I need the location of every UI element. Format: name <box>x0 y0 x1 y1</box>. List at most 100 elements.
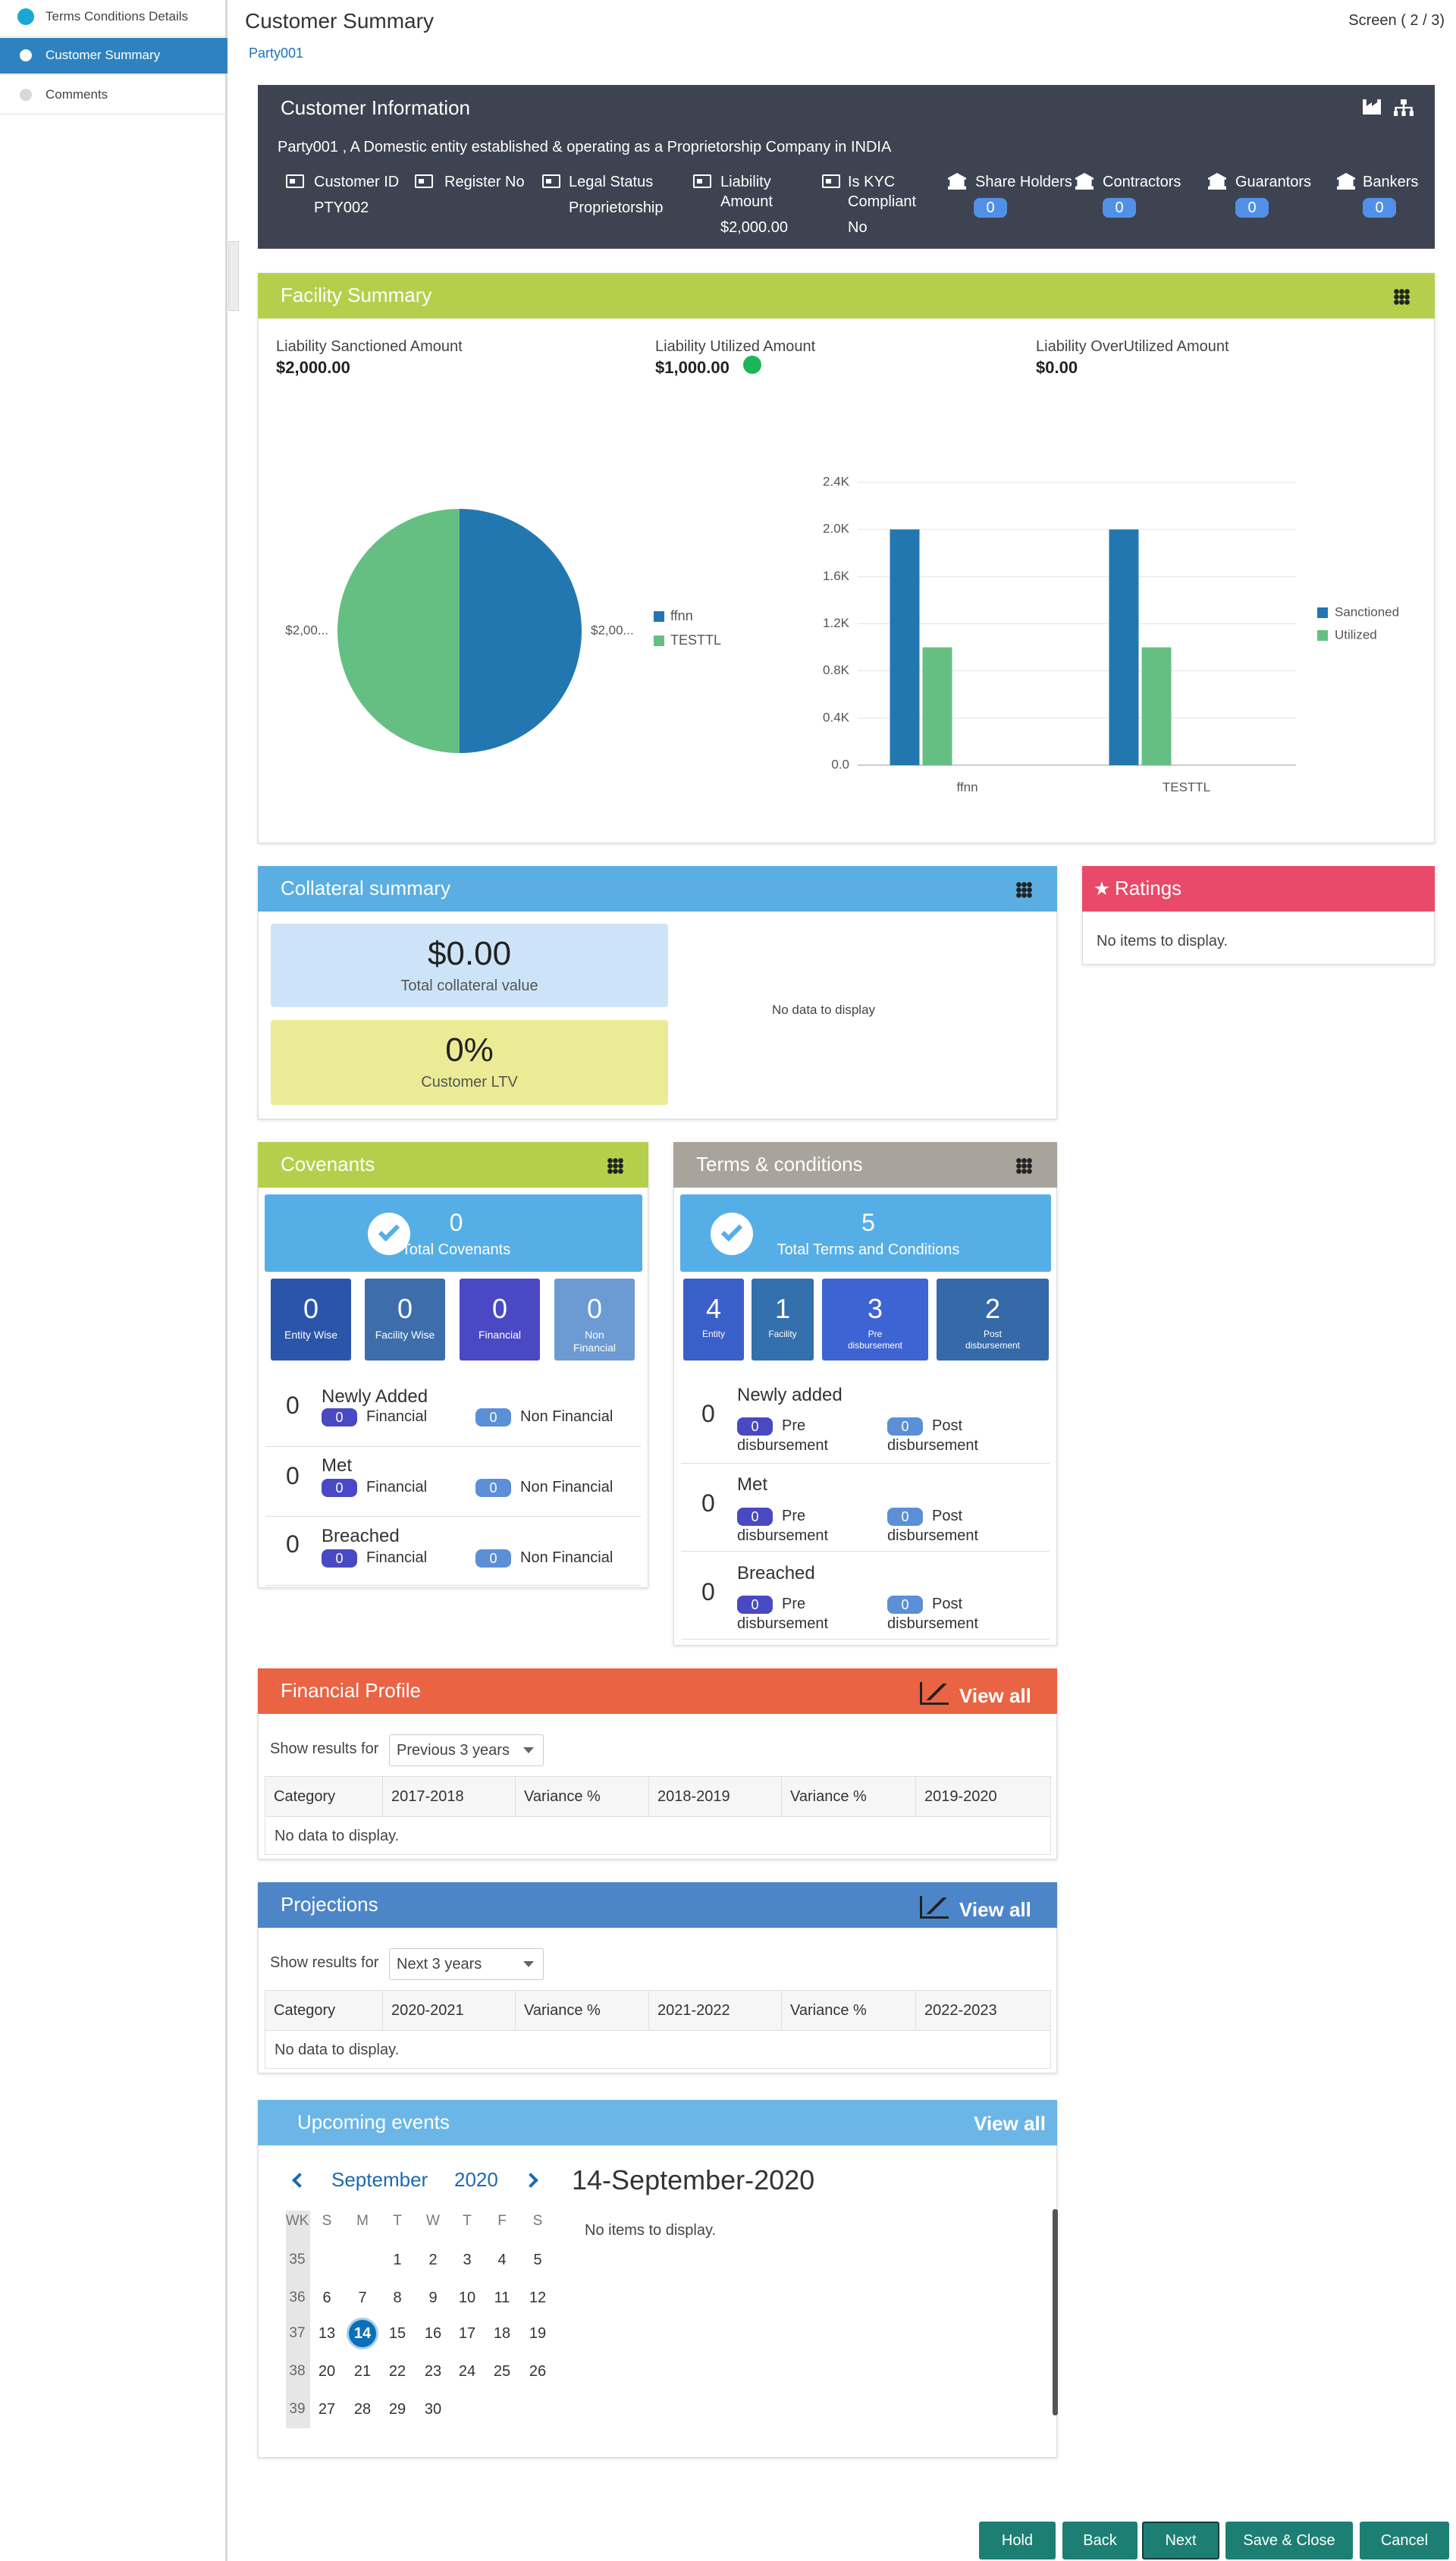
calendar-day[interactable]: 9 <box>428 2290 438 2306</box>
calendar-day[interactable]: 12 <box>529 2290 547 2306</box>
collateral-summary-header <box>258 866 1057 912</box>
column-header: Variance % <box>524 1788 601 1805</box>
action-button[interactable]: Cancel <box>1360 2522 1449 2559</box>
pie-value-label: $2,00... <box>591 623 634 637</box>
filter-select[interactable] <box>389 1948 544 1980</box>
filter-value: Previous 3 years <box>397 1742 510 1759</box>
y-tick-label: 2.0K <box>823 522 850 536</box>
calendar-day[interactable]: 22 <box>388 2363 406 2380</box>
calendar-day[interactable]: 13 <box>318 2325 336 2342</box>
calendar-day[interactable]: 29 <box>388 2401 406 2418</box>
calendar-day[interactable]: 7 <box>358 2290 367 2306</box>
sidebar <box>0 0 228 2561</box>
filter-value: Next 3 years <box>397 1956 482 1973</box>
calendar-day[interactable]: 3 <box>463 2252 472 2268</box>
calendar-day[interactable]: 30 <box>424 2401 442 2418</box>
field-label: Customer ID <box>314 174 400 190</box>
trend-icon <box>920 1682 949 1705</box>
calendar-day[interactable]: 8 <box>393 2290 402 2306</box>
tile-count: 3 <box>867 1293 883 1325</box>
sidebar-item[interactable]: Customer Summary <box>46 47 161 62</box>
pie-value-label: $2,00... <box>285 623 328 637</box>
tile-count: 1 <box>774 1293 791 1325</box>
field-value: PTY002 <box>314 199 369 216</box>
calendar-day[interactable]: 19 <box>529 2325 547 2342</box>
tile-label: Entity Wise <box>284 1329 337 1341</box>
sidebar-separator <box>0 114 228 115</box>
calendar-day[interactable]: 16 <box>424 2325 442 2342</box>
collateral-label: Total collateral value <box>400 978 538 994</box>
ltv-box <box>271 1020 668 1105</box>
count-badge: 0 <box>887 1595 923 1614</box>
legend-label: Utilized <box>1335 627 1377 642</box>
calendar-day[interactable]: 24 <box>458 2363 476 2380</box>
action-button[interactable]: Save & Close <box>1225 2522 1353 2559</box>
week-number: 38 <box>289 2362 306 2379</box>
calendar-day[interactable]: 25 <box>493 2363 511 2380</box>
sidebar-handle <box>228 241 239 311</box>
filter-select[interactable] <box>389 1734 544 1766</box>
calendar-day[interactable]: 26 <box>529 2363 547 2380</box>
bar <box>890 529 920 765</box>
tile <box>683 1279 744 1361</box>
row-count: 0 <box>701 1489 715 1517</box>
view-all[interactable]: View all <box>959 1898 1031 1922</box>
action-button[interactable]: Next <box>1142 2522 1219 2559</box>
item-label: Pre disbursement <box>737 1417 829 1454</box>
calendar-day[interactable]: 27 <box>318 2401 336 2418</box>
calendar-day[interactable]: 14 <box>353 2325 372 2342</box>
total-label: Total Terms and Conditions <box>777 1241 960 1258</box>
calendar-year[interactable]: 2020 <box>454 2168 498 2192</box>
row-count: 0 <box>286 1461 300 1489</box>
column-divider <box>648 1776 649 1817</box>
calendar-day[interactable]: 15 <box>388 2325 406 2342</box>
party-link[interactable]: Party001 <box>249 46 304 61</box>
view-all[interactable]: View all <box>959 1684 1031 1708</box>
sidebar-item[interactable]: Terms Conditions Details <box>46 8 189 24</box>
row-item: 0 Non Financial <box>475 1477 673 1497</box>
calendar-day[interactable]: 17 <box>458 2325 476 2342</box>
calendar-day[interactable]: 10 <box>458 2290 476 2306</box>
covenants-header <box>258 1142 648 1188</box>
count-label: Bankers <box>1363 174 1419 190</box>
legend-label: Sanctioned <box>1335 604 1399 619</box>
row-item: 0 Pre disbursement <box>737 1594 858 1634</box>
calendar-day[interactable]: 2 <box>428 2252 438 2268</box>
panel-title: Financial Profile <box>281 1679 421 1703</box>
calendar-month[interactable]: September <box>331 2168 428 2192</box>
legend-label: TESTTL <box>670 632 721 648</box>
sidebar-item[interactable]: Comments <box>46 86 108 102</box>
calendar-day[interactable]: 20 <box>318 2363 336 2380</box>
calendar-day[interactable]: 6 <box>322 2290 331 2306</box>
tile <box>822 1279 928 1361</box>
tile-label: Pre disbursement <box>847 1329 903 1351</box>
item-label: Post disbursement <box>887 1417 979 1454</box>
calendar-day[interactable]: 4 <box>497 2252 507 2268</box>
column-header: Variance % <box>790 1788 867 1805</box>
sidebar-separator <box>0 36 228 37</box>
calendar-day[interactable]: 23 <box>424 2363 442 2380</box>
y-tick-label: 0.4K <box>823 710 850 724</box>
action-button[interactable]: Back <box>1062 2522 1138 2559</box>
row-item: 0 Pre disbursement <box>737 1506 858 1546</box>
calendar-day[interactable]: 1 <box>393 2252 402 2268</box>
bank-icon <box>1075 173 1094 190</box>
count-badge: 0 <box>887 1417 923 1436</box>
y-tick-label: 0.0 <box>831 757 849 771</box>
calendar-day[interactable]: 18 <box>493 2325 511 2342</box>
calendar-day[interactable]: 5 <box>533 2252 542 2268</box>
tile-label: Financial <box>478 1329 522 1341</box>
grid-icon <box>607 1158 623 1174</box>
calendar-day[interactable]: 11 <box>494 2290 510 2306</box>
column-divider <box>781 1776 782 1817</box>
row-count: 0 <box>286 1391 300 1419</box>
view-all[interactable]: View all <box>974 2112 1046 2136</box>
calendar-day[interactable]: 21 <box>353 2363 372 2380</box>
field-icon <box>822 174 840 188</box>
column-header: 2017-2018 <box>391 1788 464 1805</box>
amount-value: $0.00 <box>1036 357 1078 377</box>
action-button[interactable]: Hold <box>979 2522 1056 2559</box>
row-separator <box>265 1446 641 1447</box>
calendar-day[interactable]: 28 <box>353 2401 372 2418</box>
